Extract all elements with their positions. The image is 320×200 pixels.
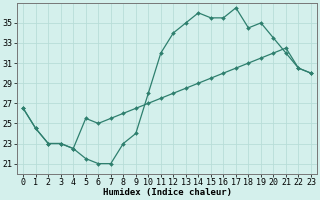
X-axis label: Humidex (Indice chaleur): Humidex (Indice chaleur) xyxy=(103,188,232,197)
